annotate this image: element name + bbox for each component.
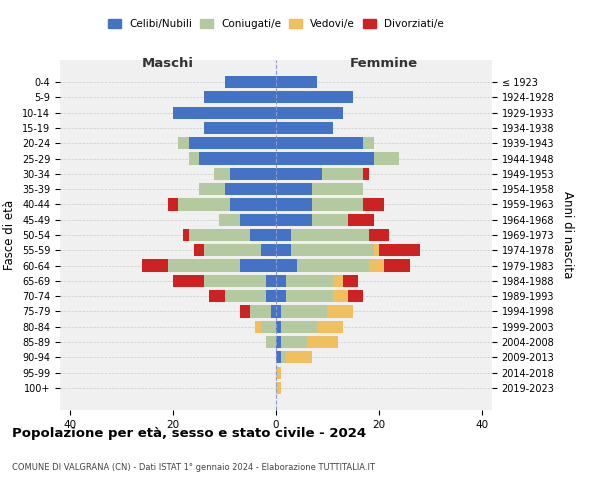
Bar	[286, 290, 332, 302]
Bar	[384, 260, 410, 272]
Bar	[276, 198, 312, 210]
Bar	[276, 382, 281, 394]
Bar	[281, 306, 328, 318]
Bar	[332, 275, 343, 287]
Bar	[276, 260, 296, 272]
Bar	[188, 229, 250, 241]
Bar	[286, 352, 312, 364]
Bar	[276, 244, 292, 256]
Bar	[230, 168, 276, 180]
Bar	[266, 275, 276, 287]
Bar	[374, 152, 400, 164]
Bar	[173, 106, 276, 118]
Bar	[266, 290, 276, 302]
Bar	[317, 320, 343, 333]
Bar	[204, 91, 276, 104]
Bar	[276, 366, 281, 379]
Bar	[374, 244, 379, 256]
Bar	[348, 290, 364, 302]
Bar	[266, 336, 276, 348]
Bar	[240, 260, 276, 272]
Text: COMUNE DI VALGRANA (CN) - Dati ISTAT 1° gennaio 2024 - Elaborazione TUTTITALIA.I: COMUNE DI VALGRANA (CN) - Dati ISTAT 1° …	[12, 462, 375, 471]
Bar	[281, 336, 307, 348]
Bar	[168, 198, 178, 210]
Bar	[173, 275, 204, 287]
Bar	[168, 260, 240, 272]
Bar	[276, 106, 343, 118]
Bar	[204, 244, 260, 256]
Bar	[178, 137, 188, 149]
Y-axis label: Fasce di età: Fasce di età	[4, 200, 16, 270]
Bar	[281, 320, 317, 333]
Bar	[276, 306, 281, 318]
Bar	[312, 183, 364, 195]
Bar	[276, 122, 332, 134]
Bar	[250, 229, 276, 241]
Bar	[276, 214, 312, 226]
Bar	[260, 244, 276, 256]
Text: Popolazione per età, sesso e stato civile - 2024: Popolazione per età, sesso e stato civil…	[12, 428, 366, 440]
Bar	[348, 214, 374, 226]
Bar	[276, 76, 317, 88]
Bar	[184, 229, 188, 241]
Bar	[209, 290, 224, 302]
Bar	[332, 290, 348, 302]
Bar	[188, 137, 276, 149]
Bar	[188, 152, 199, 164]
Text: Maschi: Maschi	[142, 57, 194, 70]
Bar	[368, 260, 384, 272]
Bar	[224, 183, 276, 195]
Bar	[307, 336, 338, 348]
Bar	[240, 214, 276, 226]
Bar	[204, 275, 266, 287]
Bar	[368, 229, 389, 241]
Bar	[276, 168, 322, 180]
Text: Femmine: Femmine	[350, 57, 418, 70]
Bar	[194, 244, 204, 256]
Bar	[224, 290, 266, 302]
Bar	[271, 306, 276, 318]
Bar	[276, 183, 312, 195]
Bar	[199, 183, 224, 195]
Bar	[328, 306, 353, 318]
Bar	[276, 91, 353, 104]
Y-axis label: Anni di nascita: Anni di nascita	[561, 192, 574, 278]
Bar	[276, 336, 281, 348]
Bar	[214, 168, 230, 180]
Bar	[142, 260, 168, 272]
Bar	[276, 275, 286, 287]
Bar	[286, 275, 332, 287]
Bar	[260, 320, 276, 333]
Bar	[364, 198, 384, 210]
Bar	[296, 260, 368, 272]
Bar	[276, 152, 374, 164]
Bar	[256, 320, 260, 333]
Bar	[281, 352, 286, 364]
Bar	[276, 137, 364, 149]
Bar	[343, 275, 358, 287]
Bar	[240, 306, 250, 318]
Bar	[224, 76, 276, 88]
Bar	[312, 214, 348, 226]
Legend: Celibi/Nubili, Coniugati/e, Vedovi/e, Divorziati/e: Celibi/Nubili, Coniugati/e, Vedovi/e, Di…	[104, 15, 448, 34]
Bar	[178, 198, 230, 210]
Bar	[276, 320, 281, 333]
Bar	[220, 214, 240, 226]
Bar	[276, 290, 286, 302]
Bar	[379, 244, 420, 256]
Bar	[292, 244, 374, 256]
Bar	[312, 198, 364, 210]
Bar	[199, 152, 276, 164]
Bar	[276, 229, 292, 241]
Bar	[250, 306, 271, 318]
Bar	[292, 229, 368, 241]
Bar	[364, 168, 368, 180]
Bar	[322, 168, 364, 180]
Bar	[204, 122, 276, 134]
Bar	[364, 137, 374, 149]
Bar	[276, 352, 281, 364]
Bar	[230, 198, 276, 210]
